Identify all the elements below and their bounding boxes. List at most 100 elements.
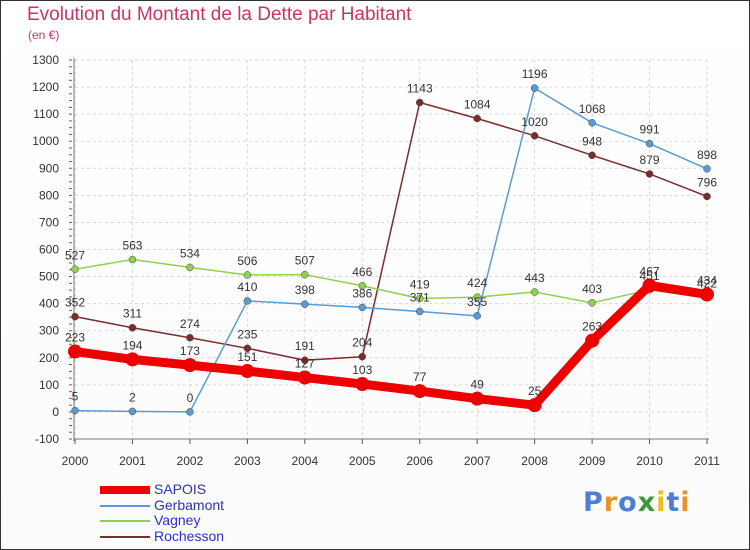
data-point-gerbamont [128, 407, 137, 416]
y-tick-label: 800 [39, 188, 59, 202]
data-label-sapois: 103 [352, 363, 372, 377]
data-label-rochesson: 1143 [407, 82, 433, 96]
x-tick-label: 2000 [62, 454, 89, 468]
x-tick-label: 2001 [119, 454, 146, 468]
data-label-sapois: 151 [237, 350, 257, 364]
data-point-rochesson [588, 151, 596, 160]
data-point-sapois [125, 352, 140, 367]
y-tick-label: 400 [39, 297, 59, 311]
data-point-sapois [642, 278, 657, 293]
legend-label-sapois: SAPOIS [154, 481, 207, 497]
x-tick-label: 2004 [291, 454, 318, 468]
data-point-rochesson [530, 132, 539, 140]
data-label-sapois: 127 [295, 357, 315, 371]
x-tick-label: 2006 [406, 454, 433, 468]
data-label-vagney: 527 [65, 248, 85, 262]
legend-label-rochesson: Rochesson [154, 528, 225, 544]
data-label-vagney: 422 [697, 277, 717, 291]
data-point-gerbamont [703, 165, 711, 173]
legend-swatch-vagney [100, 520, 150, 522]
series-line-gerbamont [74, 87, 708, 413]
data-label-gerbamont: 2 [129, 390, 136, 404]
legend-label-vagney: Vagney [154, 512, 201, 528]
data-point-gerbamont [530, 84, 539, 92]
data-label-rochesson: 204 [352, 336, 372, 350]
data-point-sapois [700, 287, 714, 302]
data-label-vagney: 506 [237, 254, 257, 268]
data-point-vagney [415, 294, 424, 303]
data-point-vagney [243, 271, 252, 279]
y-tick-label: 100 [39, 378, 59, 392]
data-label-vagney: 507 [295, 254, 315, 268]
x-tick-label: 2008 [521, 454, 548, 468]
data-point-rochesson [473, 114, 481, 123]
data-label-sapois: 223 [65, 331, 85, 345]
data-label-sapois: 25 [528, 384, 542, 398]
x-tick-label: 2003 [234, 454, 261, 468]
data-label-vagney: 403 [582, 282, 602, 296]
data-point-sapois [470, 391, 485, 406]
data-point-gerbamont [358, 303, 367, 312]
data-label-rochesson: 352 [65, 296, 85, 310]
data-label-sapois: 77 [413, 370, 427, 384]
data-label-sapois: 467 [640, 265, 660, 279]
data-point-gerbamont [186, 408, 194, 416]
series-line-rochesson [74, 101, 708, 361]
x-tick-label: 2002 [177, 454, 204, 468]
data-point-rochesson [703, 192, 711, 201]
data-label-vagney: 466 [352, 265, 372, 279]
data-point-vagney [186, 263, 194, 272]
data-point-sapois [68, 344, 82, 359]
chart-subtitle: (en €) [28, 28, 60, 42]
x-tick-label: 2010 [636, 454, 663, 468]
data-label-rochesson: 191 [295, 339, 315, 353]
data-point-gerbamont [243, 297, 252, 305]
y-tick-label: 700 [39, 215, 59, 229]
data-label-sapois: 194 [122, 338, 142, 352]
y-tick-label: 600 [39, 243, 59, 257]
x-tick-label: 2009 [579, 454, 606, 468]
data-label-vagney: 563 [122, 239, 142, 253]
data-label-sapois: 263 [582, 320, 602, 334]
data-label-gerbamont: 371 [410, 290, 430, 304]
data-label-vagney: 424 [467, 276, 487, 290]
data-point-rochesson [128, 323, 137, 332]
data-label-gerbamont: 0 [187, 391, 194, 405]
y-tick-label: 900 [39, 161, 59, 175]
data-point-rochesson [301, 356, 309, 364]
data-point-sapois [240, 364, 255, 379]
data-label-sapois: 173 [180, 344, 200, 358]
x-tick-label: 2007 [464, 454, 491, 468]
data-point-rochesson [71, 312, 79, 321]
data-label-gerbamont: 1068 [579, 102, 606, 116]
data-point-vagney [530, 288, 539, 296]
data-label-sapois: 434 [697, 273, 717, 287]
data-point-vagney [588, 299, 596, 307]
data-label-vagney: 419 [410, 277, 430, 291]
x-tick-label: 2011 [694, 454, 720, 468]
data-label-rochesson: 311 [123, 307, 142, 321]
data-label-vagney: 443 [525, 271, 545, 285]
data-label-rochesson: 1084 [464, 97, 491, 111]
data-point-sapois [412, 384, 427, 399]
x-tick-label: 2005 [349, 454, 376, 468]
data-point-rochesson [358, 352, 367, 361]
data-label-gerbamont: 398 [295, 283, 315, 297]
data-point-gerbamont [71, 406, 79, 415]
data-point-sapois [527, 398, 542, 413]
y-tick-label: 1000 [32, 134, 59, 148]
data-label-rochesson: 1020 [521, 115, 548, 129]
y-tick-label: 500 [39, 270, 59, 284]
data-label-rochesson: 796 [697, 175, 717, 189]
data-point-vagney [128, 255, 137, 264]
data-label-sapois: 49 [471, 378, 485, 392]
data-point-vagney [71, 265, 79, 274]
data-point-vagney [358, 282, 367, 290]
series-line-sapois [70, 281, 712, 410]
data-point-sapois [182, 358, 197, 373]
data-point-gerbamont [473, 312, 481, 320]
data-label-rochesson: 274 [180, 317, 200, 331]
data-label-rochesson: 948 [582, 134, 602, 148]
